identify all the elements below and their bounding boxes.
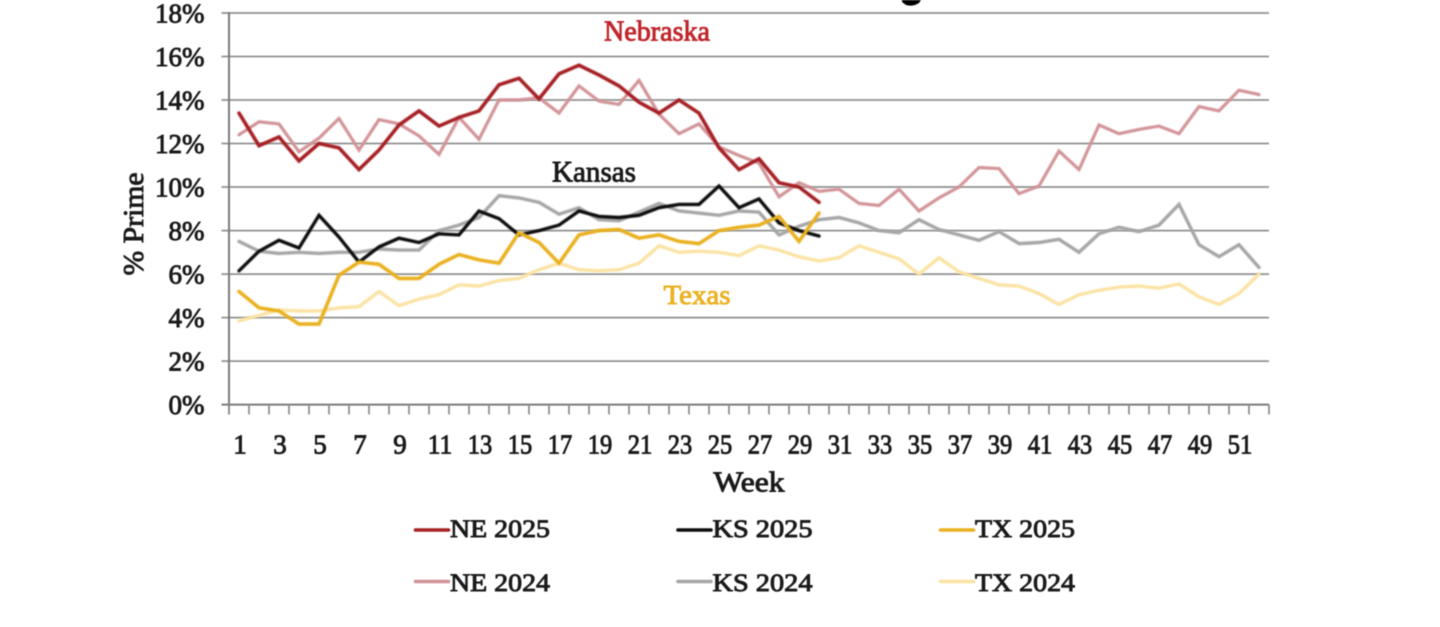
svg-text:KS 2025: KS 2025 — [713, 516, 813, 543]
svg-text:45: 45 — [1108, 430, 1133, 460]
svg-text:1: 1 — [233, 430, 247, 460]
svg-text:27: 27 — [748, 430, 773, 460]
svg-text:6%: 6% — [169, 260, 205, 290]
svg-text:3: 3 — [273, 430, 287, 460]
svg-text:16%: 16% — [155, 42, 205, 72]
svg-text:0%: 0% — [169, 390, 205, 420]
svg-text:Texas: Texas — [664, 280, 731, 310]
svg-text:47: 47 — [1148, 430, 1173, 460]
svg-text:10%: 10% — [155, 172, 205, 202]
svg-text:33: 33 — [868, 430, 893, 460]
svg-text:TX 2024: TX 2024 — [975, 570, 1076, 597]
svg-text:KS 2024: KS 2024 — [713, 570, 814, 597]
svg-text:23: 23 — [668, 430, 693, 460]
svg-text:31: 31 — [828, 430, 853, 460]
svg-text:13: 13 — [468, 430, 493, 460]
svg-text:NE 2024: NE 2024 — [450, 570, 551, 597]
svg-text:7: 7 — [353, 430, 367, 460]
svg-text:35: 35 — [908, 430, 933, 460]
svg-text:Kansas: Kansas — [552, 156, 636, 189]
svg-text:8%: 8% — [169, 216, 205, 246]
svg-text:19: 19 — [588, 430, 613, 460]
svg-text:17: 17 — [548, 430, 573, 460]
svg-text:49: 49 — [1188, 430, 1213, 460]
svg-text:29: 29 — [788, 430, 813, 460]
svg-text:25: 25 — [708, 430, 733, 460]
svg-text:Week: Week — [714, 468, 785, 499]
svg-text:5: 5 — [313, 430, 327, 460]
svg-text:14%: 14% — [155, 85, 205, 115]
svg-text:11: 11 — [428, 430, 453, 460]
svg-text:Nebraska: Nebraska — [604, 16, 710, 48]
svg-text:2%: 2% — [169, 347, 205, 377]
svg-text:41: 41 — [1028, 430, 1053, 460]
svg-text:39: 39 — [988, 430, 1013, 460]
svg-text:21: 21 — [628, 430, 653, 460]
svg-text:9: 9 — [393, 430, 407, 460]
svg-text:% Prime: % Prime — [119, 173, 150, 276]
svg-text:TX 2025: TX 2025 — [975, 516, 1075, 543]
svg-text:15: 15 — [508, 430, 533, 460]
svg-text:NE 2025: NE 2025 — [450, 516, 550, 543]
svg-text:37: 37 — [948, 430, 973, 460]
svg-text:12%: 12% — [155, 129, 205, 159]
svg-text:51: 51 — [1228, 430, 1253, 460]
svg-text:4%: 4% — [169, 303, 205, 333]
svg-text:18%: 18% — [155, 0, 205, 28]
svg-text:43: 43 — [1068, 430, 1093, 460]
